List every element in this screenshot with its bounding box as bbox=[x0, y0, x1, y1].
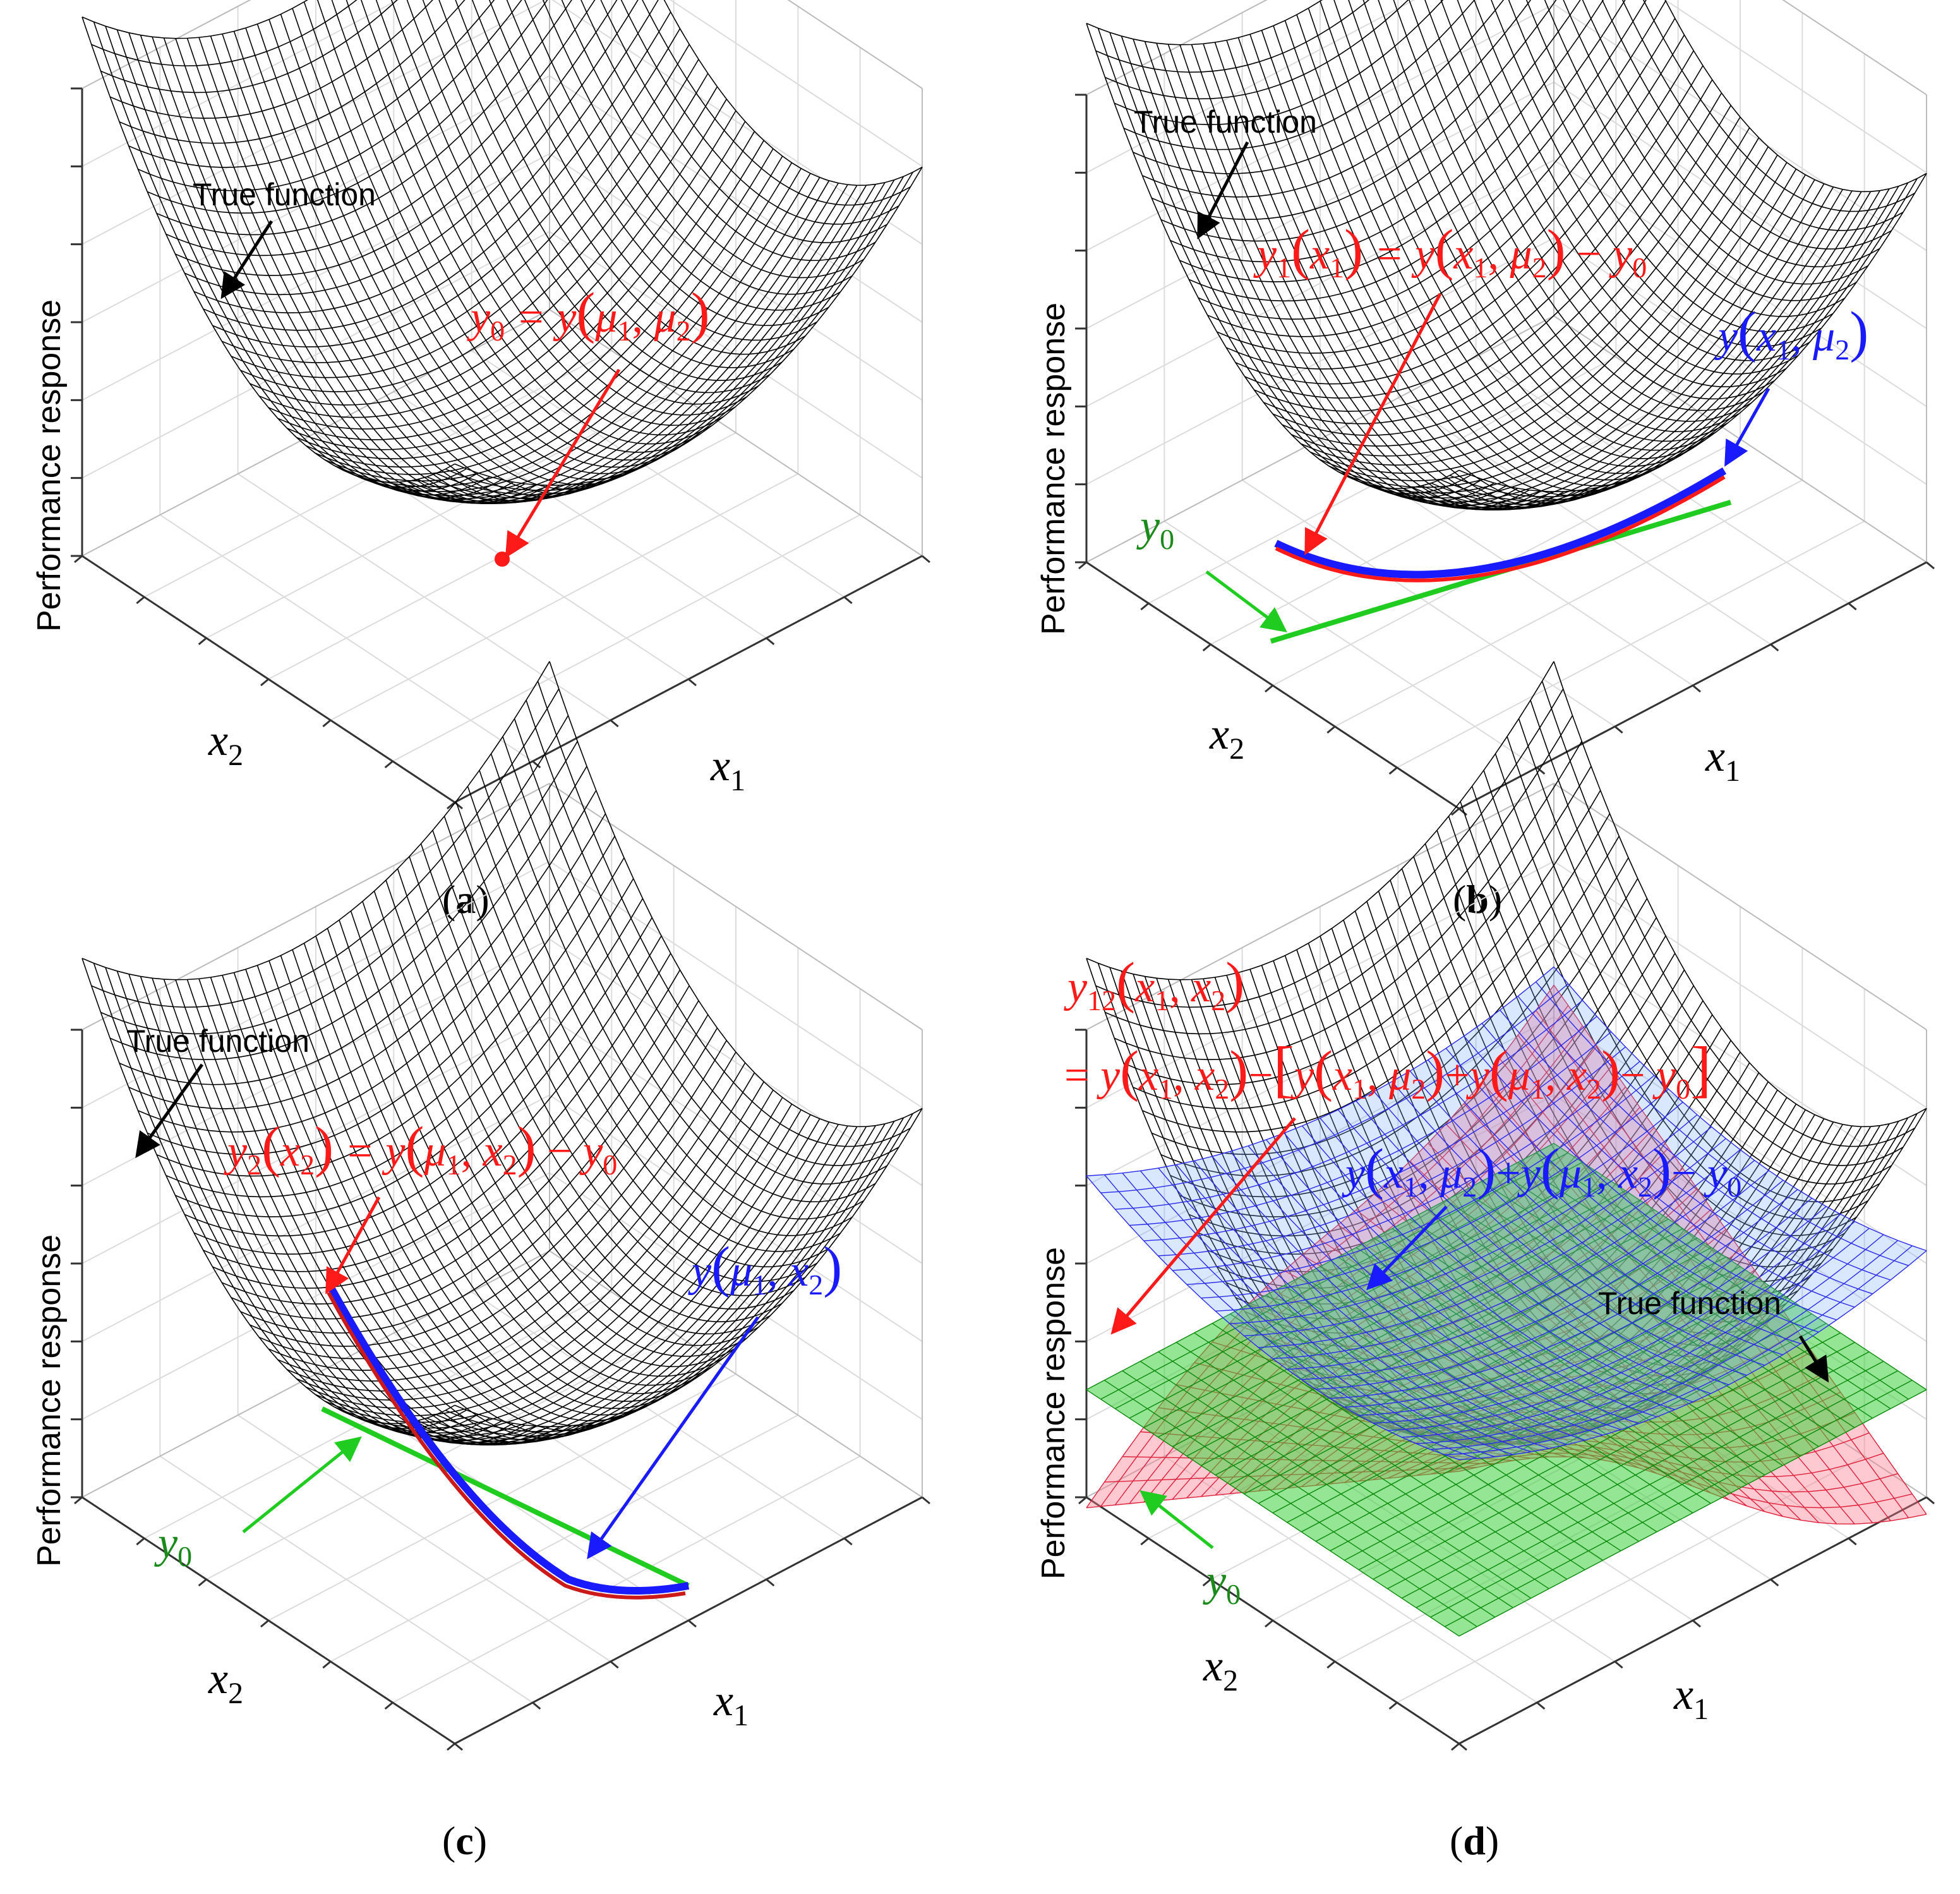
y0-arrow bbox=[505, 368, 621, 558]
y12-arrow bbox=[1110, 1117, 1296, 1335]
panel-c-curves bbox=[321, 1287, 690, 1600]
true-function-label: True function bbox=[193, 177, 376, 212]
y2-arrow bbox=[325, 1196, 381, 1294]
y1-curve bbox=[1275, 475, 1726, 582]
y-mu1-x2-arrow bbox=[587, 1316, 760, 1560]
additive-arrow bbox=[1366, 1205, 1448, 1291]
x2-axis-label: x2 bbox=[1203, 1642, 1238, 1698]
x2-axis-label: x2 bbox=[1209, 710, 1244, 766]
y-x1-mu2-curve bbox=[1274, 467, 1727, 579]
y-axis-label: Performance response bbox=[31, 1234, 68, 1567]
panel-b-surface bbox=[1086, 0, 1927, 510]
x2-axis-label: x2 bbox=[208, 716, 243, 772]
panel-c: True function y2(x2) = y(μ1, x2) − y0 y(… bbox=[31, 661, 930, 1863]
true-function-label: True function bbox=[1598, 1286, 1781, 1321]
y12-label: y12(x1, x2) bbox=[1064, 951, 1244, 1016]
panel-d-annotations: y12(x1, x2) = y(x1, x2)−[y(x1, μ2)+y(μ1,… bbox=[1064, 951, 1829, 1610]
y-x1-mu2-arrow bbox=[1724, 387, 1771, 467]
true-function-label: True function bbox=[1134, 104, 1317, 140]
x1-axis-label: x1 bbox=[713, 1677, 749, 1732]
y0-label: y0 bbox=[1203, 1557, 1241, 1610]
panel-c-axis-labels: Performance response x2 x1 bbox=[31, 1234, 749, 1732]
true-function-label: True function bbox=[126, 1023, 310, 1059]
y0-label: y0 bbox=[1136, 502, 1174, 555]
panel-c-caption: (c) bbox=[442, 1818, 487, 1863]
x1-axis-label: x1 bbox=[710, 742, 745, 797]
panel-a-annotations: True function y0 = y(μ1, μ2) bbox=[193, 177, 710, 567]
y1-arrow bbox=[1304, 293, 1442, 555]
y1-equation: y1(x1) = y(x1, μ2) − y0 bbox=[1253, 219, 1647, 284]
y-mu1-x2-curve bbox=[328, 1287, 690, 1595]
true-function-arrow bbox=[1798, 1335, 1829, 1383]
panel-d-surface-additive bbox=[1086, 966, 1927, 1461]
panel-c-box bbox=[71, 783, 930, 1751]
y0-equation: y0 = y(μ1, μ2) bbox=[467, 282, 710, 347]
y0-label: y0 bbox=[154, 1519, 192, 1572]
panel-d-axis-labels: Performance response x2 x1 bbox=[1035, 1247, 1709, 1726]
panel-c-annotations: True function y2(x2) = y(μ1, x2) − y0 y(… bbox=[126, 1023, 842, 1572]
y2-curve bbox=[327, 1291, 686, 1600]
y-mu1-x2-label: y(μ1, x2) bbox=[688, 1236, 842, 1301]
panel-b-axis-labels: Performance response x2 x1 bbox=[1035, 303, 1740, 788]
y0-point bbox=[495, 552, 510, 567]
panel-b: True function y1(x1) = y(x1, μ2) − y0 y(… bbox=[1035, 0, 1935, 922]
true-function-arrow bbox=[1197, 141, 1249, 239]
panel-a: True function y0 = y(μ1, μ2) Performance… bbox=[31, 0, 930, 922]
true-function-arrow bbox=[220, 220, 274, 299]
y0-arrow bbox=[242, 1436, 362, 1533]
panel-a-surface bbox=[81, 0, 923, 504]
y0-arrow bbox=[1139, 1490, 1214, 1549]
y0-arrow bbox=[1205, 570, 1287, 632]
y2-equation: y2(x2) = y(μ1, x2) − y0 bbox=[224, 1116, 617, 1181]
y-axis-label: Performance response bbox=[1035, 303, 1072, 635]
y-x1-mu2-label: y(x1, μ2) bbox=[1714, 301, 1868, 366]
panel-b-curves bbox=[1270, 467, 1732, 644]
y-axis-label: Performance response bbox=[31, 299, 68, 632]
true-function-arrow bbox=[135, 1063, 204, 1159]
y12-rhs: = y(x1, x2)−[y(x1, μ2)+y(μ1, x2)− y0] bbox=[1064, 1034, 1711, 1105]
panel-d-caption: (d) bbox=[1450, 1818, 1499, 1863]
y-axis-label: Performance response bbox=[1035, 1247, 1072, 1579]
y0-line bbox=[321, 1406, 690, 1588]
x2-axis-label: x2 bbox=[208, 1655, 243, 1710]
additive-label: y(x1, μ2)+y(μ1, x2)− y0 bbox=[1342, 1138, 1741, 1203]
panel-a-axis-labels: Performance response x2 x1 bbox=[31, 299, 745, 797]
x1-axis-label: x1 bbox=[1705, 732, 1740, 788]
panel-b-annotations: True function y1(x1) = y(x1, μ2) − y0 y(… bbox=[1134, 104, 1868, 632]
x1-axis-label: x1 bbox=[1673, 1670, 1709, 1726]
panel-d: y12(x1, x2) = y(x1, x2)−[y(x1, μ2)+y(μ1,… bbox=[1035, 661, 1935, 1863]
panel-c-surface bbox=[81, 661, 923, 1445]
